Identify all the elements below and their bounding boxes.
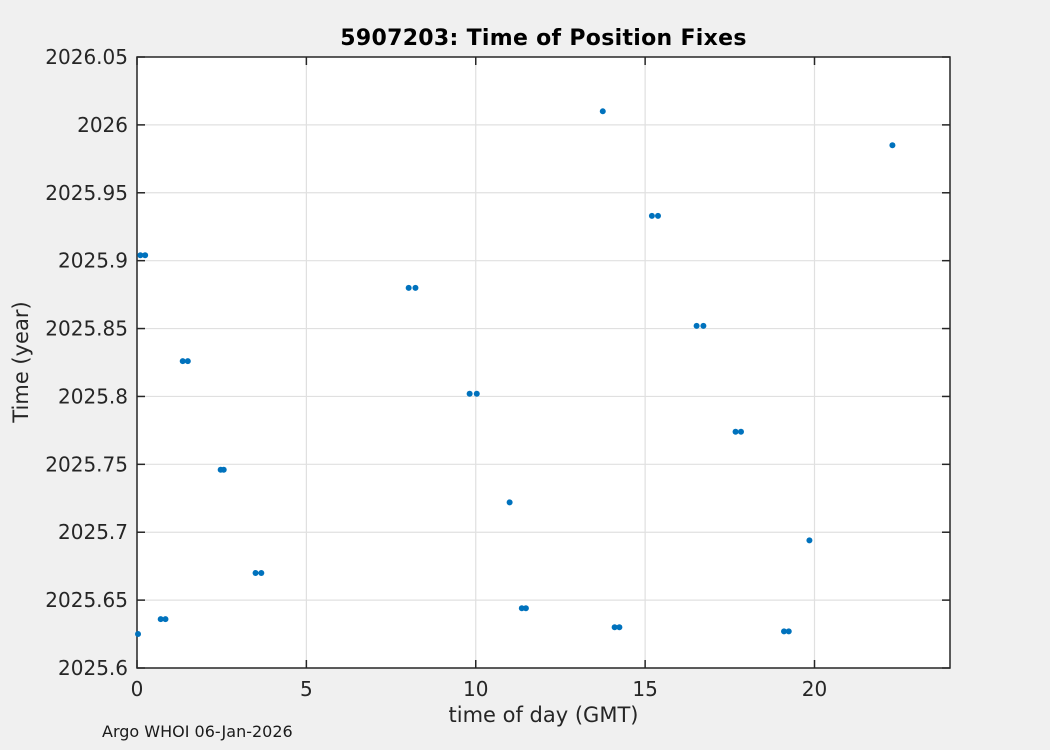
data-point — [162, 616, 169, 623]
data-point — [405, 284, 412, 291]
data-point — [522, 605, 529, 612]
data-point — [506, 499, 513, 506]
data-point — [412, 284, 419, 291]
data-point — [654, 212, 661, 219]
data-point — [137, 252, 144, 259]
data-point — [135, 631, 142, 638]
data-point — [737, 428, 744, 435]
data-point — [179, 358, 186, 365]
data-point — [785, 628, 792, 635]
y-tick-label: 2025.95 — [45, 181, 128, 205]
y-tick-label: 2025.75 — [45, 452, 128, 476]
x-tick-label: 5 — [300, 677, 313, 701]
x-axis-label: time of day (GMT) — [448, 703, 639, 727]
y-tick-label: 2025.8 — [58, 384, 128, 408]
data-point — [473, 390, 480, 397]
x-tick-label: 10 — [463, 677, 488, 701]
data-point — [611, 624, 618, 631]
data-point — [700, 322, 707, 329]
data-point — [220, 466, 227, 473]
y-tick-label: 2026.05 — [45, 45, 128, 69]
y-tick-label: 2025.65 — [45, 588, 128, 612]
y-axis-label-text: Time (year) — [9, 301, 33, 423]
data-point — [616, 624, 623, 631]
x-tick-label: 20 — [802, 677, 827, 701]
data-point — [184, 358, 191, 365]
plot-background — [137, 57, 950, 668]
chart-title: 5907203: Time of Position Fixes — [340, 26, 747, 51]
x-tick-label: 15 — [632, 677, 657, 701]
y-tick-label: 2025.6 — [58, 656, 128, 680]
data-point — [732, 428, 739, 435]
data-point — [157, 616, 164, 623]
data-point — [252, 569, 259, 576]
footer-attribution: Argo WHOI 06-Jan-2026 — [102, 722, 293, 741]
y-tick-label: 2025.85 — [45, 317, 128, 341]
y-tick-label: 2025.9 — [58, 249, 128, 273]
data-point — [806, 537, 813, 544]
data-point — [648, 212, 655, 219]
data-point — [142, 252, 149, 259]
y-tick-label: 2025.7 — [58, 520, 128, 544]
y-tick-label: 2026 — [77, 113, 128, 137]
data-point — [889, 142, 896, 149]
data-point — [258, 569, 265, 576]
data-point — [781, 628, 788, 635]
data-point — [599, 108, 606, 115]
data-point — [466, 390, 473, 397]
x-tick-label: 0 — [131, 677, 144, 701]
axes-box — [136, 56, 951, 669]
data-point — [693, 322, 700, 329]
